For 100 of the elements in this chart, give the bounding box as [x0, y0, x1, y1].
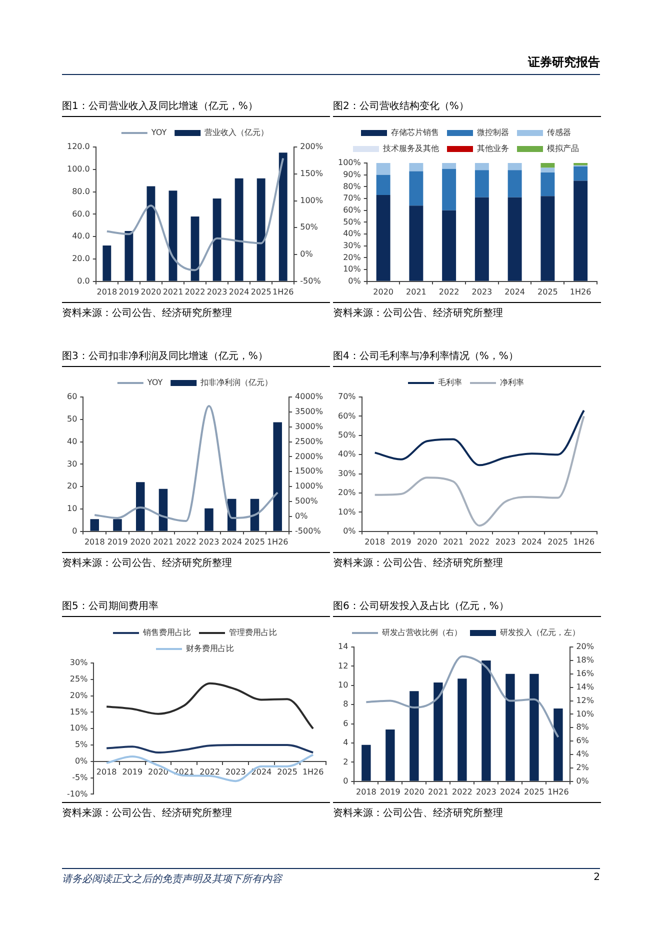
y-tick-label: 0	[343, 776, 348, 786]
chart-title: 图4：公司毛利率与净利率情况（%，%）	[333, 349, 601, 367]
y2-tick-label: 150%	[300, 168, 324, 178]
bar	[386, 730, 395, 781]
y-tick-label: 0.0	[77, 276, 90, 286]
legend-label: 微控制器	[477, 128, 509, 138]
bar	[506, 674, 515, 781]
y2-tick-label: 20%	[576, 642, 594, 652]
bar	[474, 197, 489, 281]
x-tick-label: 2022	[452, 787, 472, 796]
y-tick-label: 20	[66, 482, 78, 491]
line-series	[106, 682, 314, 730]
bar	[204, 508, 214, 531]
y2-tick-label: 6%	[576, 736, 590, 746]
x-tick-label: 2024	[500, 787, 520, 796]
y2-tick-label: 50%	[300, 222, 318, 232]
text: 请务必阅读正文之后的免责声明及其项下所有内容	[62, 872, 282, 886]
x-tick-label: 2018	[84, 537, 105, 546]
y2-tick-label: 8%	[576, 722, 590, 732]
y-tick-label: 60%	[343, 205, 362, 214]
x-tick-label: 2025	[277, 767, 298, 776]
y-tick-label: 10	[338, 680, 348, 690]
legend-label: 传感器	[547, 128, 571, 138]
x-tick-label: 2025	[538, 287, 558, 296]
x-tick-label: 2019	[122, 767, 143, 776]
y2-tick-label: 12%	[576, 696, 594, 705]
y-tick-label: 25%	[70, 674, 88, 684]
y-tick-label: 10	[66, 504, 78, 514]
y-tick-label: 0%	[343, 526, 356, 536]
y-tick-label: 0%	[348, 276, 362, 286]
text: 资料来源：公司公告、经济研究所整理	[333, 552, 601, 570]
x-tick-label: 1H26	[548, 787, 569, 796]
line-series	[365, 655, 560, 738]
bar	[113, 519, 122, 531]
legend-label: 毛利率	[438, 378, 462, 388]
bar	[554, 708, 563, 781]
y-tick-label: 6	[343, 718, 348, 728]
bar	[168, 190, 178, 281]
y2-tick-label: 14%	[576, 682, 594, 692]
x-tick-label: 1H26	[573, 537, 595, 546]
y-tick-label: 40.0	[72, 232, 90, 241]
line-series	[106, 157, 284, 272]
legend-label: 研发投入（亿元，左）	[500, 628, 580, 638]
y-tick-label: 0%	[74, 756, 88, 766]
x-tick-label: 2022	[176, 537, 196, 546]
bar	[158, 488, 168, 531]
y-tick-label: 50%	[338, 430, 356, 440]
y2-tick-label: 2%	[576, 763, 590, 772]
y-tick-label: 60.0	[72, 209, 90, 218]
x-tick-label: 2019	[380, 787, 400, 796]
bar	[540, 172, 555, 196]
x-tick-label: 2018	[356, 787, 376, 796]
x-tick-label: 2023	[206, 287, 228, 296]
x-tick-label: 2023	[476, 787, 496, 796]
x-tick-label: 2023	[495, 537, 516, 546]
x-tick-label: 2022	[469, 537, 490, 546]
bar	[250, 498, 260, 531]
bar	[256, 178, 266, 281]
bar	[508, 163, 522, 170]
y-tick-label: 90%	[343, 170, 362, 179]
y-tick-label: 0	[72, 526, 78, 536]
y-tick-label: 15%	[70, 707, 88, 716]
y-tick-label: 80.0	[72, 186, 90, 196]
bar	[508, 197, 522, 281]
y2-tick-label: 1000%	[295, 482, 324, 491]
y-tick-label: 20.0	[72, 254, 90, 264]
y2-tick-label: 0%	[295, 512, 308, 521]
bar	[574, 166, 588, 181]
x-tick-label: 2023	[225, 767, 246, 776]
y-tick-label: 40	[66, 436, 78, 446]
bar	[409, 206, 424, 281]
bar	[508, 170, 522, 198]
y2-tick-label: 0%	[576, 776, 590, 786]
x-tick-label: 2023	[472, 287, 492, 296]
y2-tick-label: 18%	[576, 656, 594, 665]
x-tick-label: 2024	[251, 767, 272, 776]
text: 资料来源：公司公告、经济研究所整理	[62, 302, 330, 320]
y-tick-label: 60%	[338, 411, 356, 420]
bar	[540, 168, 555, 172]
y2-tick-label: 0%	[300, 250, 314, 259]
chart-title: 图6：公司研发投入及占比（亿元，%）	[333, 599, 601, 617]
x-tick-label: 2020	[416, 537, 438, 546]
y-tick-label: 40%	[343, 229, 362, 238]
bar	[376, 163, 390, 175]
x-tick-label: 2018	[96, 287, 118, 296]
bar	[458, 678, 467, 781]
y-tick-label: 120.0	[66, 142, 90, 152]
x-tick-label: 2021	[443, 537, 464, 546]
y2-tick-label: -50%	[300, 276, 322, 286]
y-tick-label: 60	[66, 392, 78, 402]
legend-label: YOY	[150, 128, 167, 138]
x-tick-label: 2024	[228, 287, 250, 296]
x-tick-label: 1H26	[570, 287, 592, 296]
x-tick-label: 2021	[162, 287, 184, 296]
x-tick-label: 1H26	[302, 767, 324, 776]
bar	[146, 186, 156, 281]
text: 2	[594, 872, 600, 883]
bar	[234, 178, 244, 281]
bar	[442, 168, 456, 210]
bar	[434, 682, 443, 781]
